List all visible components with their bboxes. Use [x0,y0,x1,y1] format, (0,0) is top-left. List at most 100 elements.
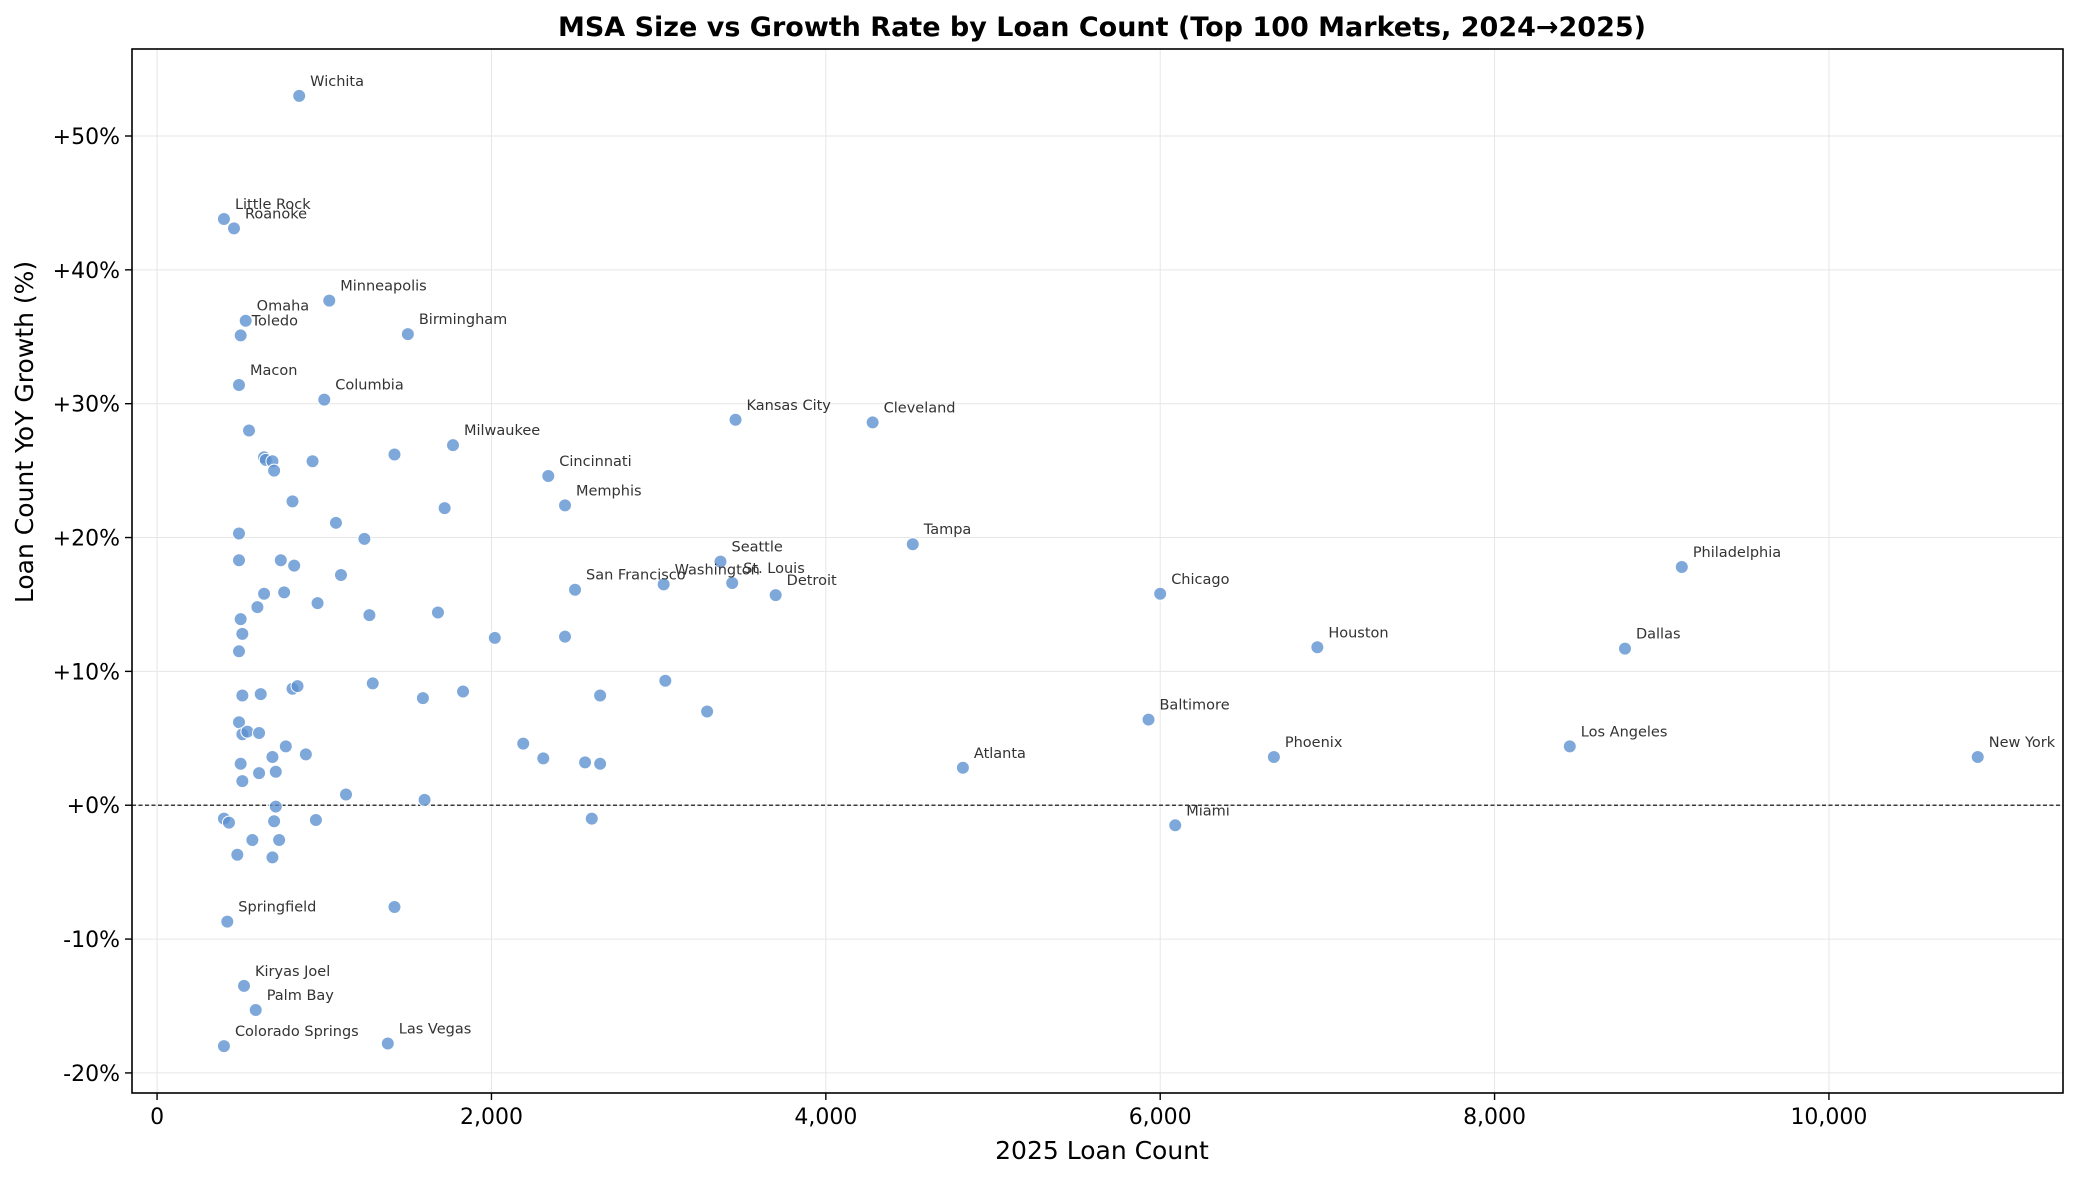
data-point [578,755,593,770]
data-point [235,774,250,789]
data-point [713,554,728,569]
data-point [865,415,880,430]
data-point [230,847,245,862]
x-tick-label: 6,000 [1129,1105,1192,1130]
point-label: Colorado Springs [235,1024,359,1040]
data-point [290,679,305,694]
data-point [250,600,265,615]
x-tick-label: 2,000 [460,1105,523,1130]
point-label: Tampa [923,522,972,538]
data-point [437,501,452,516]
y-tick-label: +0% [67,794,120,819]
data-point [308,812,323,827]
data-point [267,463,282,478]
data-point [248,1003,263,1018]
data-point [417,792,432,807]
data-point [456,684,471,699]
y-tick-label: +20% [53,527,120,552]
data-point [238,313,253,328]
data-point [1970,750,1985,765]
data-point [387,447,402,462]
point-label: Memphis [576,483,642,499]
data-point [487,630,502,645]
data-point [231,553,246,568]
data-point [235,688,250,703]
data-point [221,815,236,830]
point-label: Kansas City [747,398,832,414]
point-label: Palm Bay [267,988,335,1004]
data-point [445,438,460,453]
y-tick-label: +10% [53,660,120,685]
point-label: Washington [675,562,760,578]
point-label: Chicago [1171,572,1229,588]
data-point [268,799,283,814]
data-point [328,515,343,530]
y-tick-label: -20% [63,1062,120,1087]
data-point [252,725,267,740]
data-point [233,612,248,627]
x-tick-label: 10,000 [1790,1105,1867,1130]
data-point [257,586,272,601]
point-label: Los Angeles [1581,724,1668,740]
data-point [216,211,231,226]
data-point [558,498,573,513]
data-point [272,833,287,848]
x-tick-label: 0 [150,1105,164,1130]
y-tick-label: +50% [53,125,120,150]
data-point [242,423,257,438]
point-label: Milwaukee [464,423,540,439]
data-point [357,531,372,546]
point-label: Seattle [731,540,782,556]
data-point [231,377,246,392]
data-point [768,588,783,603]
data-point [231,526,246,541]
x-tick-label: 8,000 [1463,1105,1526,1130]
point-label: Detroit [787,573,837,589]
data-point [216,1039,231,1054]
data-point [955,760,970,775]
y-axis-label: Loan Count YoY Growth (%) [10,261,39,603]
data-point [1562,739,1577,754]
data-point [593,756,608,771]
y-tick-label: -10% [63,928,120,953]
point-label: Las Vegas [399,1021,472,1037]
data-point [285,494,300,509]
y-tick-label: +40% [53,259,120,284]
point-label: Phoenix [1285,735,1343,751]
y-tick-label: +30% [53,393,120,418]
point-label: St. Louis [743,561,805,577]
data-point [267,814,282,829]
data-point [362,608,377,623]
data-points [216,88,1985,1054]
plot-frame [131,48,2064,1094]
point-label: Roanoke [245,206,307,222]
point-label: Minneapolis [340,279,426,295]
point-label: Little Rock [235,197,311,213]
data-point [233,328,248,343]
data-point [516,736,531,751]
data-point [226,221,241,236]
data-point [541,468,556,483]
data-point [268,764,283,779]
data-point [292,88,307,103]
data-point [310,596,325,611]
chart-title: MSA Size vs Growth Rate by Loan Count (T… [558,12,1646,43]
data-point [430,605,445,620]
data-point [1266,750,1281,765]
data-point [253,687,268,702]
point-label: Birmingham [419,312,507,328]
data-point [725,576,740,591]
data-point [365,676,380,691]
data-point [568,582,583,597]
data-point [278,739,293,754]
point-label: Macon [250,363,297,379]
data-point [231,644,246,659]
point-label: Baltimore [1159,698,1229,714]
data-point [584,811,599,826]
data-point [245,833,260,848]
data-point [536,751,551,766]
data-point [237,978,252,993]
data-point [593,688,608,703]
data-point [1310,640,1325,655]
